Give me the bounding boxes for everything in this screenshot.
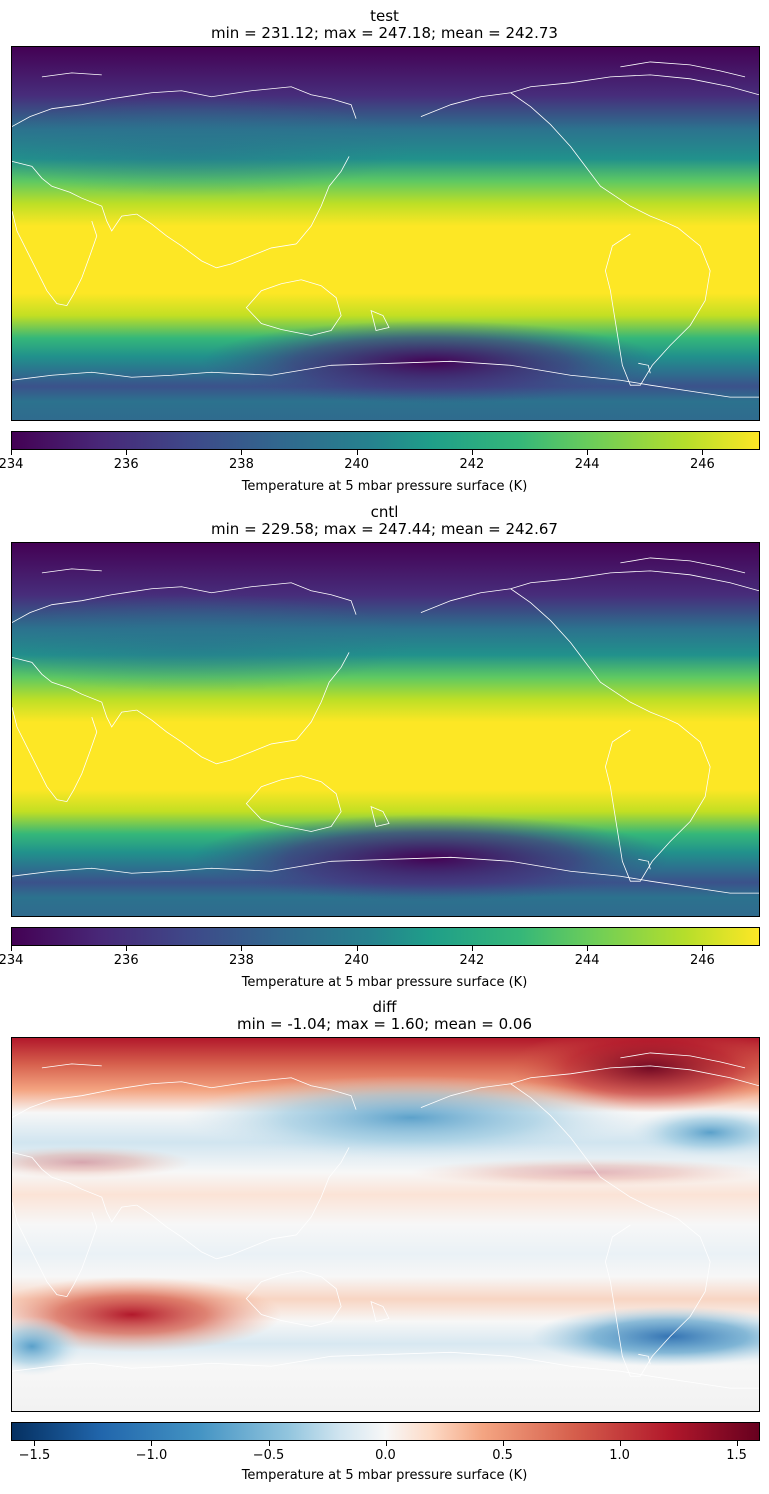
tick-label: 244 — [574, 457, 600, 472]
tick-label: 236 — [113, 953, 139, 968]
panel-title-test: test — [370, 7, 399, 25]
tick-label: 1.5 — [726, 1448, 747, 1463]
tick-label: 236 — [113, 457, 139, 472]
tick-label: 240 — [344, 457, 370, 472]
tick-label: 246 — [689, 953, 715, 968]
colorbar-ticks-test: 234 236 238 240 242 244 246 — [0, 450, 760, 480]
colorbar-label-diff: Temperature at 5 mbar pressure surface (… — [241, 1468, 528, 1483]
tick-label: 1.0 — [609, 1448, 630, 1463]
tick-label: 246 — [689, 457, 715, 472]
coastlines — [12, 1052, 759, 1389]
colorbar-cntl — [11, 927, 760, 946]
panel-title-cntl: cntl — [370, 503, 399, 521]
colorbar-label-test: Temperature at 5 mbar pressure surface (… — [241, 479, 528, 494]
colorbar-diff — [11, 1422, 760, 1441]
tick-label: 244 — [574, 953, 600, 968]
map-cntl — [11, 542, 760, 917]
tick-label: 240 — [344, 953, 370, 968]
tick-label: 234 — [0, 953, 24, 968]
tick-label: 0.5 — [492, 1448, 513, 1463]
colorbar-ticks-diff: −1.5 −1.0 −0.5 0.0 0.5 1.0 1.5 — [11, 1441, 760, 1471]
tick-label: 238 — [229, 457, 254, 472]
panel-stats-cntl: min = 229.58; max = 247.44; mean = 242.6… — [211, 520, 558, 538]
tick-label: 242 — [459, 457, 485, 472]
heatmap-diff — [12, 1038, 759, 1411]
map-test — [11, 46, 760, 421]
heatmap-cntl — [12, 543, 759, 916]
tick-label: 234 — [0, 457, 24, 472]
heatmap-test — [12, 47, 759, 420]
panel-stats-diff: min = -1.04; max = 1.60; mean = 0.06 — [236, 1015, 533, 1033]
tick-label: 0.0 — [375, 1448, 396, 1463]
map-diff — [11, 1037, 760, 1412]
colorbar-test — [11, 431, 760, 450]
coastlines — [12, 557, 759, 894]
tick-label: −1.0 — [135, 1448, 168, 1463]
tick-label: −0.5 — [252, 1448, 285, 1463]
colorbar-label-cntl: Temperature at 5 mbar pressure surface (… — [241, 975, 528, 990]
colorbar-ticks-cntl: 234 236 238 240 242 244 246 — [0, 946, 760, 976]
tick-label: 242 — [459, 953, 485, 968]
panel-title-diff: diff — [372, 998, 397, 1016]
panel-stats-test: min = 231.12; max = 247.18; mean = 242.7… — [211, 24, 558, 42]
tick-label: −1.5 — [18, 1448, 51, 1463]
coastlines — [12, 61, 759, 398]
tick-label: 238 — [229, 953, 254, 968]
